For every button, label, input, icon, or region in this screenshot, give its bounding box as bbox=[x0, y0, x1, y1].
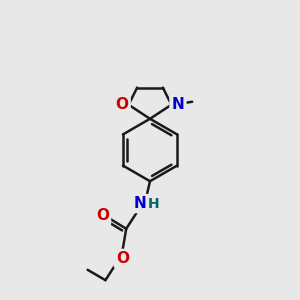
Text: O: O bbox=[96, 208, 109, 224]
Text: N: N bbox=[134, 196, 147, 211]
Text: H: H bbox=[148, 196, 160, 211]
Text: O: O bbox=[116, 251, 129, 266]
Text: N: N bbox=[172, 97, 184, 112]
Text: O: O bbox=[116, 97, 129, 112]
